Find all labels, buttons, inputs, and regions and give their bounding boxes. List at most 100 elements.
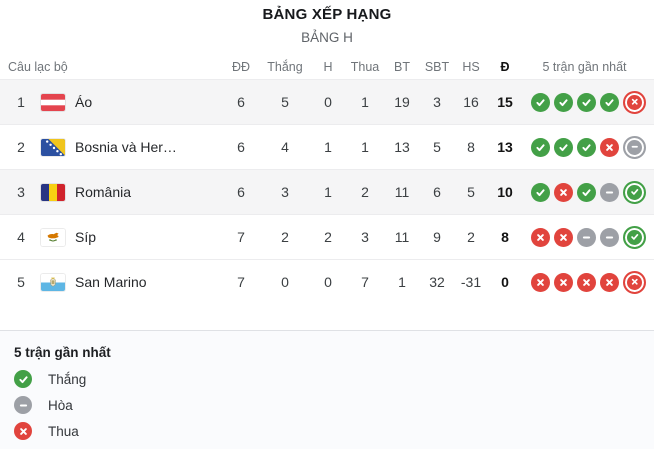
col-form: 5 trận gần nhất <box>542 60 627 74</box>
draws-value: 2 <box>324 229 332 245</box>
table-row-austria[interactable]: 1 Áo 6 5 0 1 19 3 16 15 <box>0 79 654 124</box>
rank: 4 <box>17 229 25 245</box>
form-strip <box>523 270 646 294</box>
goals-for-value: 1 <box>398 274 406 290</box>
goals-for-value: 11 <box>394 184 410 200</box>
page-title: BẢNG XẾP HẠNG <box>262 6 392 23</box>
form-win-icon <box>577 182 596 202</box>
goal-diff-value: -31 <box>460 274 482 290</box>
legend-item-loss: Thua <box>14 422 640 440</box>
loss-icon <box>14 422 32 440</box>
col-points: Đ <box>500 60 510 74</box>
goals-for-value: 11 <box>394 229 410 245</box>
table-row-romania[interactable]: 3 România 6 3 1 2 11 6 5 10 <box>0 169 654 214</box>
cyprus-flag-icon <box>34 228 72 246</box>
standings-table: Câu lạc bộ ĐĐ Thắng H Thua BT SBT HS Đ 5… <box>0 46 654 304</box>
col-goal-diff: HS <box>462 60 480 74</box>
points-value: 13 <box>497 139 513 155</box>
goal-diff-value: 5 <box>467 184 475 200</box>
rank: 1 <box>17 94 25 110</box>
goals-for-value: 13 <box>394 139 410 155</box>
spacer <box>0 304 654 330</box>
form-legend: 5 trận gần nhất Thắng Hòa Thua <box>0 330 654 449</box>
form-draw-icon <box>600 227 619 247</box>
form-win-icon <box>600 92 619 112</box>
losses-value: 1 <box>361 139 369 155</box>
played-value: 7 <box>237 274 245 290</box>
austria-flag-icon <box>34 93 72 111</box>
rank: 3 <box>17 184 25 200</box>
group-title: BẢNG H <box>301 30 353 45</box>
goals-against-value: 9 <box>433 229 441 245</box>
form-loss-icon <box>531 272 550 292</box>
form-loss-icon <box>554 272 573 292</box>
played-value: 6 <box>237 94 245 110</box>
col-goals-against: SBT <box>424 60 450 74</box>
losses-value: 7 <box>361 274 369 290</box>
legend-item-win: Thắng <box>14 370 640 388</box>
wins-value: 2 <box>281 229 289 245</box>
points-value: 15 <box>497 94 513 110</box>
form-loss-icon <box>600 137 619 157</box>
legend-item-draw: Hòa <box>14 396 640 414</box>
goals-against-value: 5 <box>433 139 441 155</box>
goal-diff-value: 16 <box>463 94 479 110</box>
form-loss-icon <box>554 227 573 247</box>
form-win-icon <box>531 137 550 157</box>
table-row-san-marino[interactable]: 5 San Marino 7 0 0 7 1 32 -31 0 <box>0 259 654 304</box>
draws-value: 1 <box>324 139 332 155</box>
club-name: Síp <box>75 229 97 245</box>
goals-against-value: 6 <box>433 184 441 200</box>
legend-label: Thắng <box>48 371 87 387</box>
form-loss-icon <box>531 227 550 247</box>
draws-value: 1 <box>324 184 332 200</box>
wins-value: 0 <box>281 274 289 290</box>
goal-diff-value: 2 <box>467 229 475 245</box>
losses-value: 2 <box>361 184 369 200</box>
form-win-icon <box>554 92 573 112</box>
goals-against-value: 32 <box>429 274 445 290</box>
form-draw-icon <box>623 135 646 159</box>
table-row-cyprus[interactable]: 4 Síp 7 2 2 3 11 9 2 8 <box>0 214 654 259</box>
form-loss-icon <box>623 90 646 114</box>
form-win-icon <box>577 92 596 112</box>
form-win-icon <box>554 137 573 157</box>
form-draw-icon <box>600 182 619 202</box>
legend-label: Hòa <box>48 397 73 413</box>
form-loss-icon <box>600 272 619 292</box>
played-value: 6 <box>237 139 245 155</box>
romania-flag-icon <box>34 183 72 201</box>
club-name: Bosnia và Her… <box>75 139 177 155</box>
losses-value: 3 <box>361 229 369 245</box>
col-losses: Thua <box>350 60 380 74</box>
win-icon <box>14 370 32 388</box>
form-strip <box>523 180 646 204</box>
legend-title: 5 trận gần nhất <box>14 345 111 360</box>
form-strip <box>523 225 646 249</box>
col-draws: H <box>323 60 333 74</box>
points-value: 10 <box>497 184 513 200</box>
rank: 5 <box>17 274 25 290</box>
played-value: 7 <box>237 229 245 245</box>
standings-header: BẢNG XẾP HẠNG BẢNG H <box>0 0 654 46</box>
wins-value: 5 <box>281 94 289 110</box>
col-club: Câu lạc bộ <box>8 60 68 74</box>
losses-value: 1 <box>361 94 369 110</box>
form-win-icon <box>531 182 550 202</box>
wins-value: 4 <box>281 139 289 155</box>
played-value: 6 <box>237 184 245 200</box>
club-name: Áo <box>75 94 93 110</box>
form-win-icon <box>623 180 646 204</box>
san-marino-flag-icon <box>34 273 72 291</box>
form-strip <box>523 90 646 114</box>
table-row-bosnia[interactable]: 2 Bosnia và Her… 6 4 1 1 13 5 8 13 <box>0 124 654 169</box>
bosnia-herzegovina-flag-icon <box>34 138 72 156</box>
form-strip <box>523 135 646 159</box>
form-win-icon <box>531 92 550 112</box>
col-played: ĐĐ <box>231 60 251 74</box>
goal-diff-value: 8 <box>467 139 475 155</box>
form-loss-icon <box>554 182 573 202</box>
col-goals-for: BT <box>394 60 410 74</box>
rank: 2 <box>17 139 25 155</box>
points-value: 0 <box>501 274 509 290</box>
